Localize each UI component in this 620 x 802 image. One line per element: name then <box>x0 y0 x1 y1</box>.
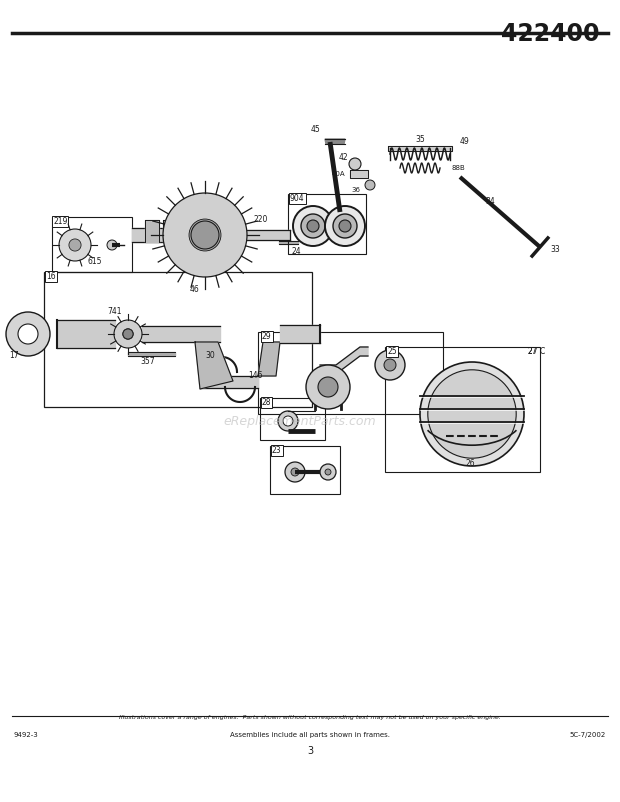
Circle shape <box>69 239 81 251</box>
Circle shape <box>428 370 516 458</box>
Text: 25: 25 <box>387 347 397 356</box>
Text: 17: 17 <box>9 350 19 359</box>
Circle shape <box>333 214 357 238</box>
Text: 146: 146 <box>248 371 262 379</box>
Polygon shape <box>320 347 368 374</box>
Text: 26: 26 <box>465 460 475 468</box>
Circle shape <box>365 180 375 190</box>
Bar <box>52 217 132 272</box>
Text: 45: 45 <box>310 125 320 135</box>
Bar <box>260 398 325 440</box>
Circle shape <box>325 469 331 475</box>
Polygon shape <box>350 170 368 178</box>
Circle shape <box>307 220 319 232</box>
Polygon shape <box>145 220 159 242</box>
Text: 741: 741 <box>108 307 122 317</box>
Bar <box>385 347 540 472</box>
Text: 9492-3: 9492-3 <box>14 732 38 738</box>
Text: 219: 219 <box>53 217 68 226</box>
Polygon shape <box>388 146 452 151</box>
Text: 16: 16 <box>46 272 56 281</box>
Text: Illustrations cover a range of engines.  Parts shown without corresponding text : Illustrations cover a range of engines. … <box>119 715 501 720</box>
Text: 35: 35 <box>415 135 425 144</box>
Text: 49: 49 <box>460 137 470 147</box>
Circle shape <box>18 324 38 344</box>
Polygon shape <box>279 241 298 244</box>
Text: 220: 220 <box>254 216 268 225</box>
Circle shape <box>384 359 396 371</box>
Circle shape <box>291 468 299 476</box>
Circle shape <box>189 219 221 251</box>
Text: 29: 29 <box>262 332 272 341</box>
Circle shape <box>325 206 365 246</box>
Circle shape <box>339 220 351 232</box>
Text: 40A: 40A <box>331 171 345 177</box>
Text: 904: 904 <box>290 194 304 203</box>
Bar <box>270 446 340 494</box>
Text: 34: 34 <box>485 197 495 206</box>
Circle shape <box>349 158 361 170</box>
Circle shape <box>69 239 81 251</box>
Circle shape <box>278 411 298 431</box>
Circle shape <box>320 464 336 480</box>
Circle shape <box>318 377 338 397</box>
Text: 27: 27 <box>528 347 538 357</box>
Text: 3: 3 <box>307 746 313 756</box>
Text: eReplacementParts.com: eReplacementParts.com <box>224 415 376 428</box>
Text: 27 C: 27 C <box>528 347 545 357</box>
Circle shape <box>420 362 524 466</box>
Text: 33: 33 <box>550 245 560 253</box>
Circle shape <box>123 329 133 339</box>
Text: 30: 30 <box>205 351 215 361</box>
Text: Assemblies include all parts shown in frames.: Assemblies include all parts shown in fr… <box>230 732 390 738</box>
Text: 36: 36 <box>351 187 360 193</box>
Polygon shape <box>337 395 345 398</box>
Bar <box>288 194 366 254</box>
Polygon shape <box>325 139 345 144</box>
Circle shape <box>293 206 333 246</box>
Bar <box>44 272 312 407</box>
Text: 23: 23 <box>272 446 281 455</box>
Circle shape <box>6 312 50 356</box>
Text: 42: 42 <box>339 153 348 163</box>
Polygon shape <box>195 342 233 389</box>
Text: 615: 615 <box>88 257 102 266</box>
Polygon shape <box>163 220 175 242</box>
Text: 88B: 88B <box>452 165 466 171</box>
Circle shape <box>114 320 142 348</box>
Text: 46: 46 <box>190 285 200 294</box>
Polygon shape <box>128 352 175 356</box>
Circle shape <box>306 365 350 409</box>
Circle shape <box>59 229 91 261</box>
Polygon shape <box>311 395 319 398</box>
Text: 24: 24 <box>292 246 301 256</box>
Circle shape <box>285 462 305 482</box>
Circle shape <box>301 214 325 238</box>
Circle shape <box>107 240 117 250</box>
Polygon shape <box>258 342 280 376</box>
Circle shape <box>123 329 133 339</box>
Bar <box>258 332 443 414</box>
Circle shape <box>191 221 219 249</box>
Circle shape <box>283 416 293 426</box>
Text: 28: 28 <box>262 398 272 407</box>
Text: 5C-7/2002: 5C-7/2002 <box>570 732 606 738</box>
Text: 422400: 422400 <box>502 22 600 46</box>
Circle shape <box>375 350 405 380</box>
Circle shape <box>163 193 247 277</box>
Text: 357: 357 <box>141 358 156 367</box>
